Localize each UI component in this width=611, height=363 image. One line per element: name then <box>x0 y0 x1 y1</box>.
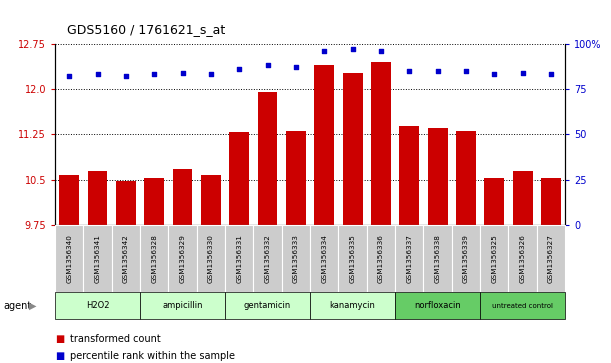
Bar <box>428 128 447 225</box>
Bar <box>229 132 249 225</box>
Point <box>376 48 386 54</box>
Bar <box>541 179 561 225</box>
Text: GSM1356325: GSM1356325 <box>491 234 497 283</box>
Text: untreated control: untreated control <box>492 303 553 309</box>
Point <box>518 70 527 76</box>
Text: agent: agent <box>3 301 31 311</box>
Bar <box>116 182 136 225</box>
Point <box>93 72 103 77</box>
Text: gentamicin: gentamicin <box>244 301 291 310</box>
Text: GSM1356341: GSM1356341 <box>95 234 100 283</box>
Bar <box>314 65 334 225</box>
Point <box>64 73 74 79</box>
Text: GSM1356334: GSM1356334 <box>321 234 327 283</box>
Point <box>404 68 414 74</box>
Text: GSM1356329: GSM1356329 <box>180 234 186 283</box>
Text: GDS5160 / 1761621_s_at: GDS5160 / 1761621_s_at <box>67 23 225 36</box>
Point <box>121 73 131 79</box>
Text: ▶: ▶ <box>29 301 37 311</box>
Text: GSM1356326: GSM1356326 <box>520 234 525 283</box>
Text: norfloxacin: norfloxacin <box>414 301 461 310</box>
Text: GSM1356336: GSM1356336 <box>378 234 384 283</box>
Bar <box>59 175 79 225</box>
Point <box>461 68 471 74</box>
Bar <box>258 92 277 225</box>
Point <box>291 64 301 70</box>
Text: GSM1356339: GSM1356339 <box>463 234 469 283</box>
Point <box>546 72 556 77</box>
Bar <box>286 131 306 225</box>
Point <box>235 66 244 72</box>
Bar <box>144 179 164 225</box>
Bar <box>456 131 476 225</box>
Bar <box>371 62 391 225</box>
Bar <box>513 171 533 225</box>
Text: GSM1356330: GSM1356330 <box>208 234 214 283</box>
Text: GSM1356328: GSM1356328 <box>151 234 157 283</box>
Text: GSM1356338: GSM1356338 <box>434 234 441 283</box>
Text: GSM1356333: GSM1356333 <box>293 234 299 283</box>
Text: GSM1356342: GSM1356342 <box>123 234 129 283</box>
Text: ampicillin: ampicillin <box>163 301 203 310</box>
Text: ■: ■ <box>55 334 64 344</box>
Text: kanamycin: kanamycin <box>330 301 376 310</box>
Point <box>489 72 499 77</box>
Point <box>178 70 188 76</box>
Bar <box>343 73 362 225</box>
Text: GSM1356337: GSM1356337 <box>406 234 412 283</box>
Text: percentile rank within the sample: percentile rank within the sample <box>70 351 235 361</box>
Point <box>433 68 442 74</box>
Bar <box>400 126 419 225</box>
Bar <box>201 175 221 225</box>
Text: H2O2: H2O2 <box>86 301 109 310</box>
Text: GSM1356340: GSM1356340 <box>66 234 72 283</box>
Point <box>206 72 216 77</box>
Point <box>149 72 159 77</box>
Text: GSM1356335: GSM1356335 <box>349 234 356 283</box>
Point <box>320 48 329 54</box>
Bar <box>485 179 504 225</box>
Text: GSM1356331: GSM1356331 <box>236 234 242 283</box>
Text: GSM1356332: GSM1356332 <box>265 234 271 283</box>
Text: GSM1356327: GSM1356327 <box>548 234 554 283</box>
Point <box>263 62 273 68</box>
Bar <box>173 170 192 225</box>
Bar <box>87 171 108 225</box>
Text: ■: ■ <box>55 351 64 361</box>
Text: transformed count: transformed count <box>70 334 161 344</box>
Point <box>348 46 357 52</box>
